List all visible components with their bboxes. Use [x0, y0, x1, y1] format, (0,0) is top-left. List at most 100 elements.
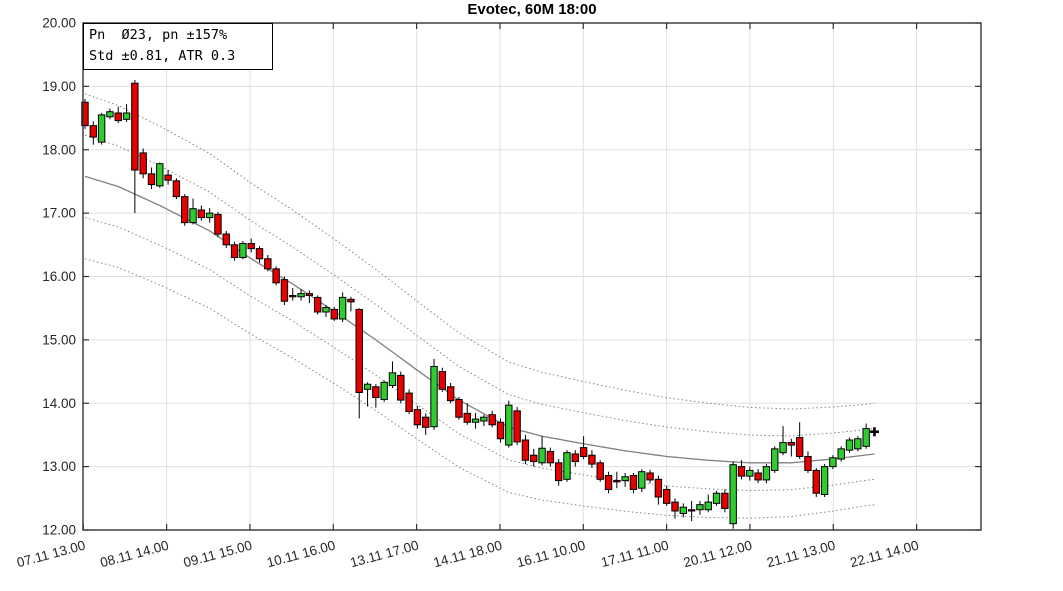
candle-body — [189, 208, 197, 224]
candle-body — [239, 243, 247, 258]
candle-body — [829, 457, 837, 468]
candle-body — [754, 472, 762, 481]
candle-body — [372, 386, 380, 399]
candle-body — [721, 492, 729, 509]
band-line — [84, 93, 875, 410]
y-tick-label: 16.00 — [42, 269, 76, 284]
x-tick-label: 17.11 11.00 — [599, 538, 670, 570]
candle-body — [255, 248, 264, 260]
candle-body — [97, 114, 106, 143]
candle-body — [862, 428, 870, 447]
candle-body — [413, 409, 422, 426]
candle-body — [687, 509, 696, 512]
candle-body — [696, 504, 704, 511]
candle-body — [613, 480, 621, 483]
candle-body — [114, 112, 122, 122]
y-tick-label: 12.00 — [42, 523, 76, 538]
candle-body — [197, 209, 206, 219]
last-price-marker — [869, 427, 879, 437]
candle-body — [521, 439, 530, 461]
candle-body — [729, 464, 737, 525]
candle-body — [530, 454, 538, 463]
candle-body — [837, 448, 845, 460]
candle-body — [181, 196, 189, 224]
x-tick-label: 14.11 18.00 — [432, 538, 504, 571]
y-tick-label: 18.00 — [42, 142, 76, 157]
candle-body — [513, 410, 521, 443]
candle-body — [230, 244, 239, 258]
x-tick-label: 22.11 14.00 — [848, 538, 920, 571]
candle-body — [463, 412, 471, 423]
candle-body — [156, 163, 164, 187]
x-axis-labels: 07.11 13.00 08.11 14.00 09.11 15.00 10.11 1… — [15, 538, 920, 571]
candle-body — [546, 450, 555, 464]
candle-body — [629, 474, 638, 490]
candle-body — [812, 469, 820, 494]
candle-body — [704, 501, 712, 511]
candle-body — [845, 439, 854, 451]
candle-body — [496, 421, 505, 440]
candle-body — [679, 506, 688, 515]
x-tick-label: 10.11 16.00 — [265, 538, 337, 571]
candle-body — [588, 454, 596, 465]
candle-body — [646, 472, 654, 481]
candle-body — [488, 414, 496, 426]
candle-body — [563, 452, 571, 480]
candle-body — [280, 279, 289, 302]
candle-body — [538, 447, 546, 464]
candle-body — [131, 82, 139, 171]
candle-body — [305, 293, 314, 297]
candle-body — [355, 308, 363, 393]
x-tick-label: 21.11 13.00 — [765, 538, 837, 571]
chart-title: Evotec, 60M 18:00 — [467, 1, 597, 18]
candle-body — [438, 371, 447, 390]
candle-body — [571, 453, 579, 463]
y-tick-label: 19.00 — [42, 79, 76, 94]
volatility-bands — [84, 93, 875, 519]
x-tick-label: 16.11 10.00 — [515, 538, 587, 571]
candle-body — [89, 125, 98, 138]
band-line — [84, 134, 875, 437]
candle-body — [795, 436, 804, 457]
candle-body — [347, 298, 355, 303]
stats-annotation-box: Pn Ø23, pn ±157% Std ±0.81, ATR 0.3 — [83, 23, 273, 70]
candle-body — [505, 404, 513, 446]
x-tick-label: 09.11 15.00 — [182, 538, 254, 571]
candle-body — [380, 381, 388, 400]
band-line — [84, 217, 875, 492]
candle-body — [762, 466, 771, 481]
candle-body — [297, 293, 305, 298]
candle-body — [480, 416, 488, 422]
candle-body — [854, 438, 862, 450]
candle-body — [264, 258, 272, 270]
candle-body — [289, 295, 297, 298]
candle-body — [338, 296, 347, 320]
candle-body — [405, 392, 413, 412]
moving-average-line — [84, 175, 875, 464]
candle-body — [313, 296, 322, 313]
candle-body — [322, 307, 330, 313]
candle-body — [820, 466, 829, 496]
candle-body — [471, 418, 480, 423]
candle-body — [106, 111, 114, 118]
candle-body — [455, 398, 463, 418]
candle-body — [272, 268, 280, 284]
candle-body — [446, 386, 455, 402]
candle-body — [787, 442, 796, 446]
candle-body — [663, 488, 671, 504]
candle-body — [397, 374, 405, 401]
candle-body — [214, 213, 222, 235]
candle-body — [804, 455, 812, 471]
candles-layer — [81, 80, 870, 529]
band-line — [84, 258, 875, 519]
x-tick-label: 20.11 12.00 — [682, 538, 754, 571]
candle-body — [139, 152, 147, 175]
candle-body — [671, 501, 679, 512]
candle-body — [122, 112, 131, 120]
y-tick-label: 14.00 — [42, 396, 76, 411]
candle-body — [205, 212, 214, 219]
candle-body — [579, 447, 588, 457]
candle-body — [222, 233, 230, 246]
candle-body — [771, 448, 779, 471]
